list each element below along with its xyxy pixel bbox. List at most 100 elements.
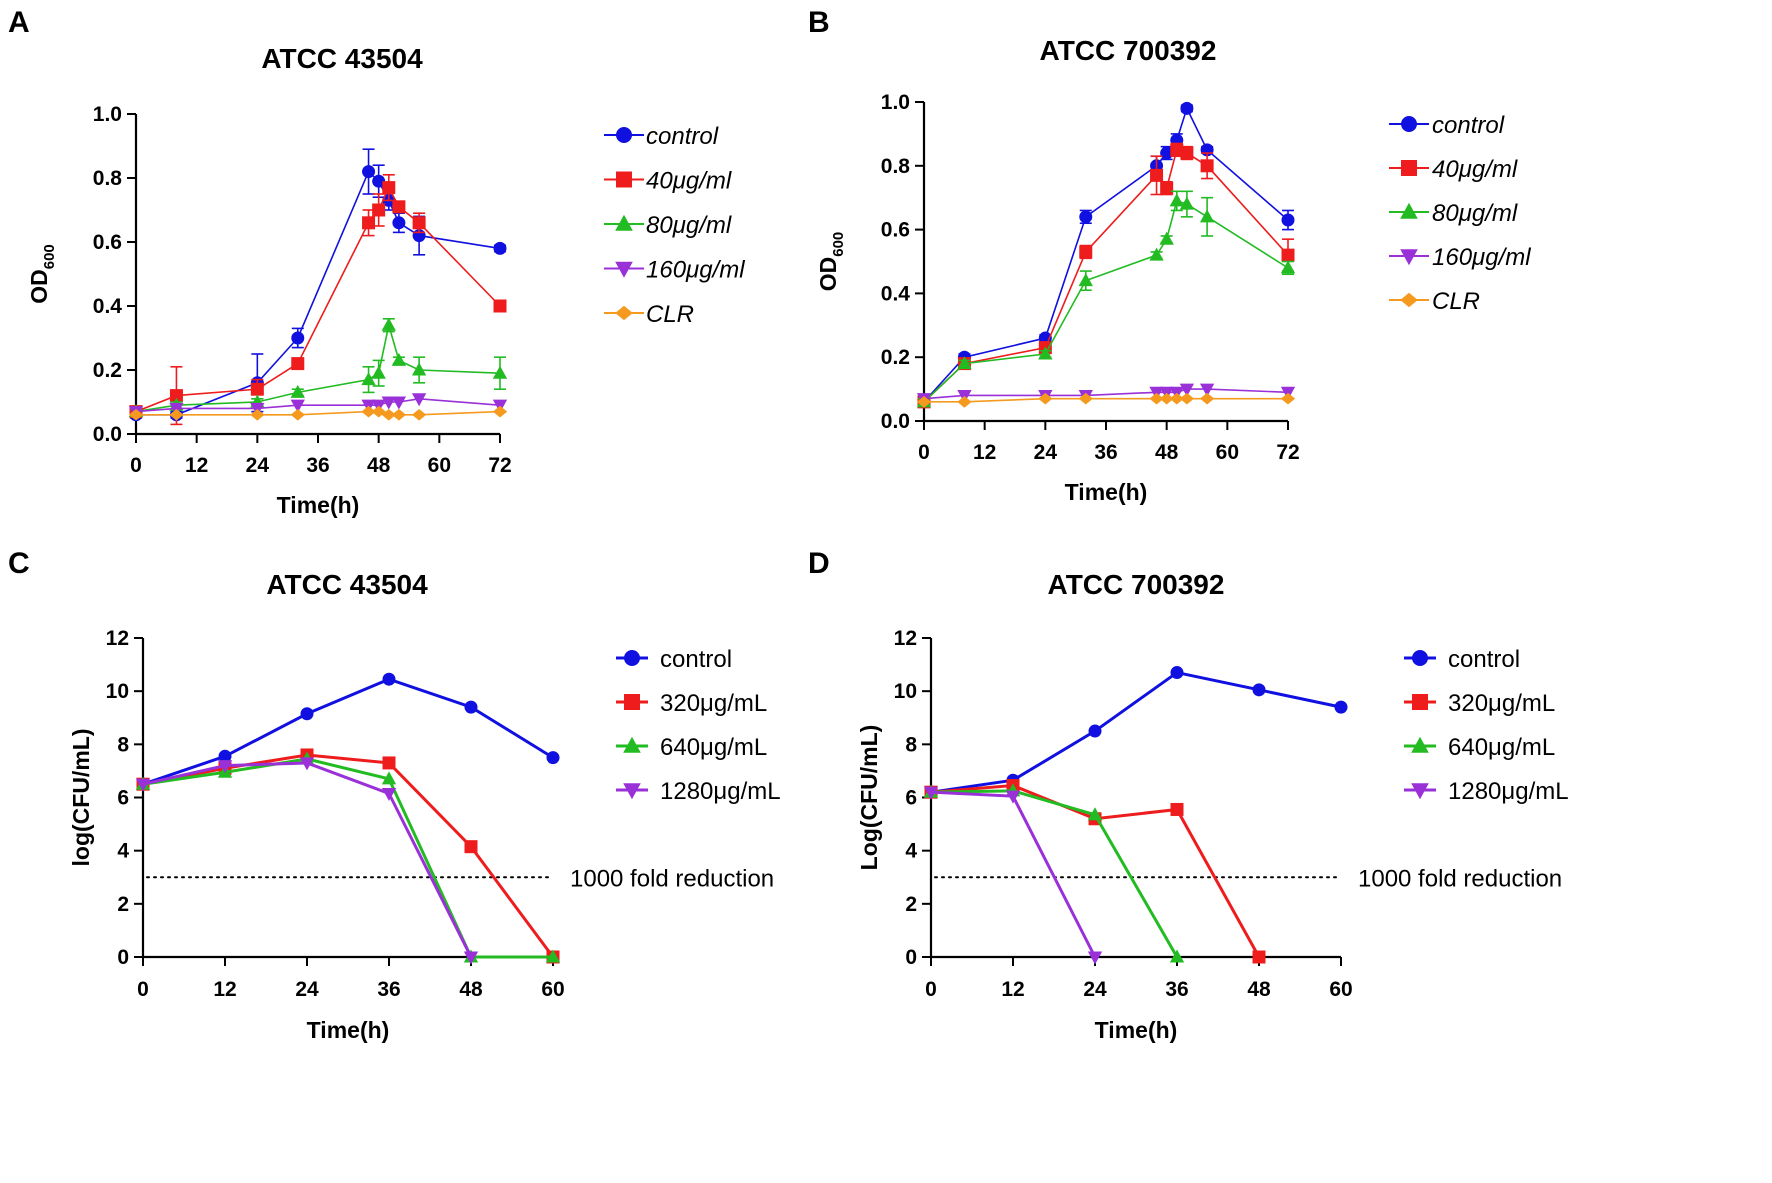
- y-tick-label: 12: [894, 627, 917, 650]
- y-tick-label: 12: [106, 627, 129, 650]
- x-tick-label: 24: [1034, 441, 1058, 464]
- legend-label: 640μg/mL: [660, 734, 767, 761]
- y-tick-label: 6: [905, 787, 917, 810]
- panel-b: B ATCC 700392 0 12 24 36 48 60 72 0.0 0.2 0.4 0.6 0.8…: [808, 6, 1531, 505]
- series-CLR: [916, 392, 1296, 408]
- data-point: [1005, 790, 1021, 804]
- legend-label: 320μg/mL: [660, 690, 767, 717]
- x-tick-label: 36: [306, 454, 329, 477]
- y-tick-label: 0: [117, 946, 129, 969]
- y-tick-label: 1.0: [93, 103, 122, 126]
- data-point: [916, 396, 932, 408]
- data-point: [1149, 247, 1164, 261]
- series-160: [923, 786, 1103, 965]
- legend-entry-40: 40μg/ml: [1389, 156, 1518, 183]
- x-tick-label: 60: [541, 978, 564, 1001]
- data-point: [957, 356, 972, 370]
- data-point: [1078, 392, 1093, 405]
- data-point: [372, 203, 386, 217]
- series-line: [142, 757, 553, 959]
- legend-marker: [1400, 249, 1418, 266]
- y-tick-label: 0.4: [93, 295, 123, 318]
- y-tick-label: 8: [117, 733, 129, 756]
- panel-letter: D: [808, 547, 830, 580]
- series-line: [135, 324, 501, 413]
- y-tick-label: 4: [117, 840, 129, 863]
- data-point: [411, 362, 427, 376]
- x-tick-label: 72: [1276, 441, 1299, 464]
- y-axis-title-text: Log(CFU/mL): [856, 725, 882, 871]
- series-line: [142, 753, 555, 958]
- legend-entry-160: 160μg/ml: [1389, 244, 1531, 271]
- legend-marker: [1401, 116, 1417, 132]
- series-40: [917, 142, 1295, 409]
- data-point: [382, 756, 396, 770]
- legend-label: 80μg/ml: [1432, 200, 1518, 227]
- y-axis-title-subscript: 600: [830, 232, 847, 257]
- legend-entry-control: control: [604, 123, 719, 150]
- legend-marker: [616, 127, 632, 143]
- x-tick-label: 36: [1165, 978, 1188, 1001]
- y-tick-label: 0.2: [93, 359, 122, 382]
- data-point: [392, 200, 406, 214]
- panel-letter: A: [8, 6, 30, 39]
- data-point: [545, 949, 561, 963]
- data-point: [1179, 392, 1195, 405]
- series-40: [129, 174, 507, 426]
- series-line: [923, 388, 1289, 400]
- data-point: [391, 408, 407, 421]
- legend-entry-160: 160μg/ml: [604, 257, 745, 284]
- legend-label: CLR: [646, 301, 694, 328]
- data-point: [300, 707, 314, 721]
- series-line: [930, 789, 1179, 958]
- legend-entry-80: 640μg/mL: [616, 734, 767, 761]
- legend-label: 1280μg/mL: [660, 778, 781, 805]
- x-tick-label: 60: [1216, 441, 1239, 464]
- series-40: [924, 779, 1266, 964]
- data-point: [382, 181, 396, 195]
- x-tick-label: 12: [213, 978, 236, 1001]
- data-point: [1252, 683, 1266, 697]
- data-point: [412, 216, 426, 230]
- data-point: [217, 760, 233, 774]
- series-line: [923, 106, 1289, 403]
- data-point: [291, 331, 305, 345]
- series-line: [924, 397, 1288, 403]
- data-point: [391, 396, 407, 410]
- legend-marker: [1400, 202, 1418, 219]
- data-point: [1280, 260, 1296, 274]
- series-80: [128, 317, 508, 418]
- legend-marker: [1401, 160, 1417, 176]
- data-point: [463, 951, 479, 965]
- data-point: [1160, 181, 1174, 195]
- data-point: [1160, 146, 1174, 160]
- x-tick-label: 60: [428, 454, 451, 477]
- data-point: [169, 389, 183, 403]
- legend-label: 40μg/ml: [1432, 156, 1518, 183]
- panel-letter: B: [808, 6, 830, 39]
- x-axis-title: Time(h): [277, 492, 360, 518]
- series-line: [930, 790, 1097, 958]
- chart-title: ATCC 43504: [261, 43, 423, 74]
- data-point: [1169, 392, 1184, 405]
- y-axis-title: OD600: [815, 232, 847, 292]
- data-point: [381, 317, 396, 331]
- legend-entry-40: 320μg/mL: [1404, 690, 1555, 717]
- series-line: [135, 397, 501, 413]
- data-point: [1281, 248, 1295, 262]
- series-line: [142, 677, 554, 786]
- legend-label: CLR: [1432, 288, 1480, 315]
- reference-line-label: 1000 fold reduction: [1358, 865, 1562, 892]
- data-point: [361, 405, 376, 418]
- data-point: [128, 408, 144, 421]
- x-tick-label: 48: [367, 454, 391, 477]
- legend-entry-CLR: CLR: [604, 301, 694, 328]
- legend-label: 160μg/ml: [1432, 244, 1531, 271]
- y-axis-title: log(CFU/mL): [68, 729, 94, 867]
- data-point: [1079, 245, 1093, 259]
- legend-entry-control: control: [1389, 112, 1505, 139]
- y-tick-label: 10: [106, 680, 129, 703]
